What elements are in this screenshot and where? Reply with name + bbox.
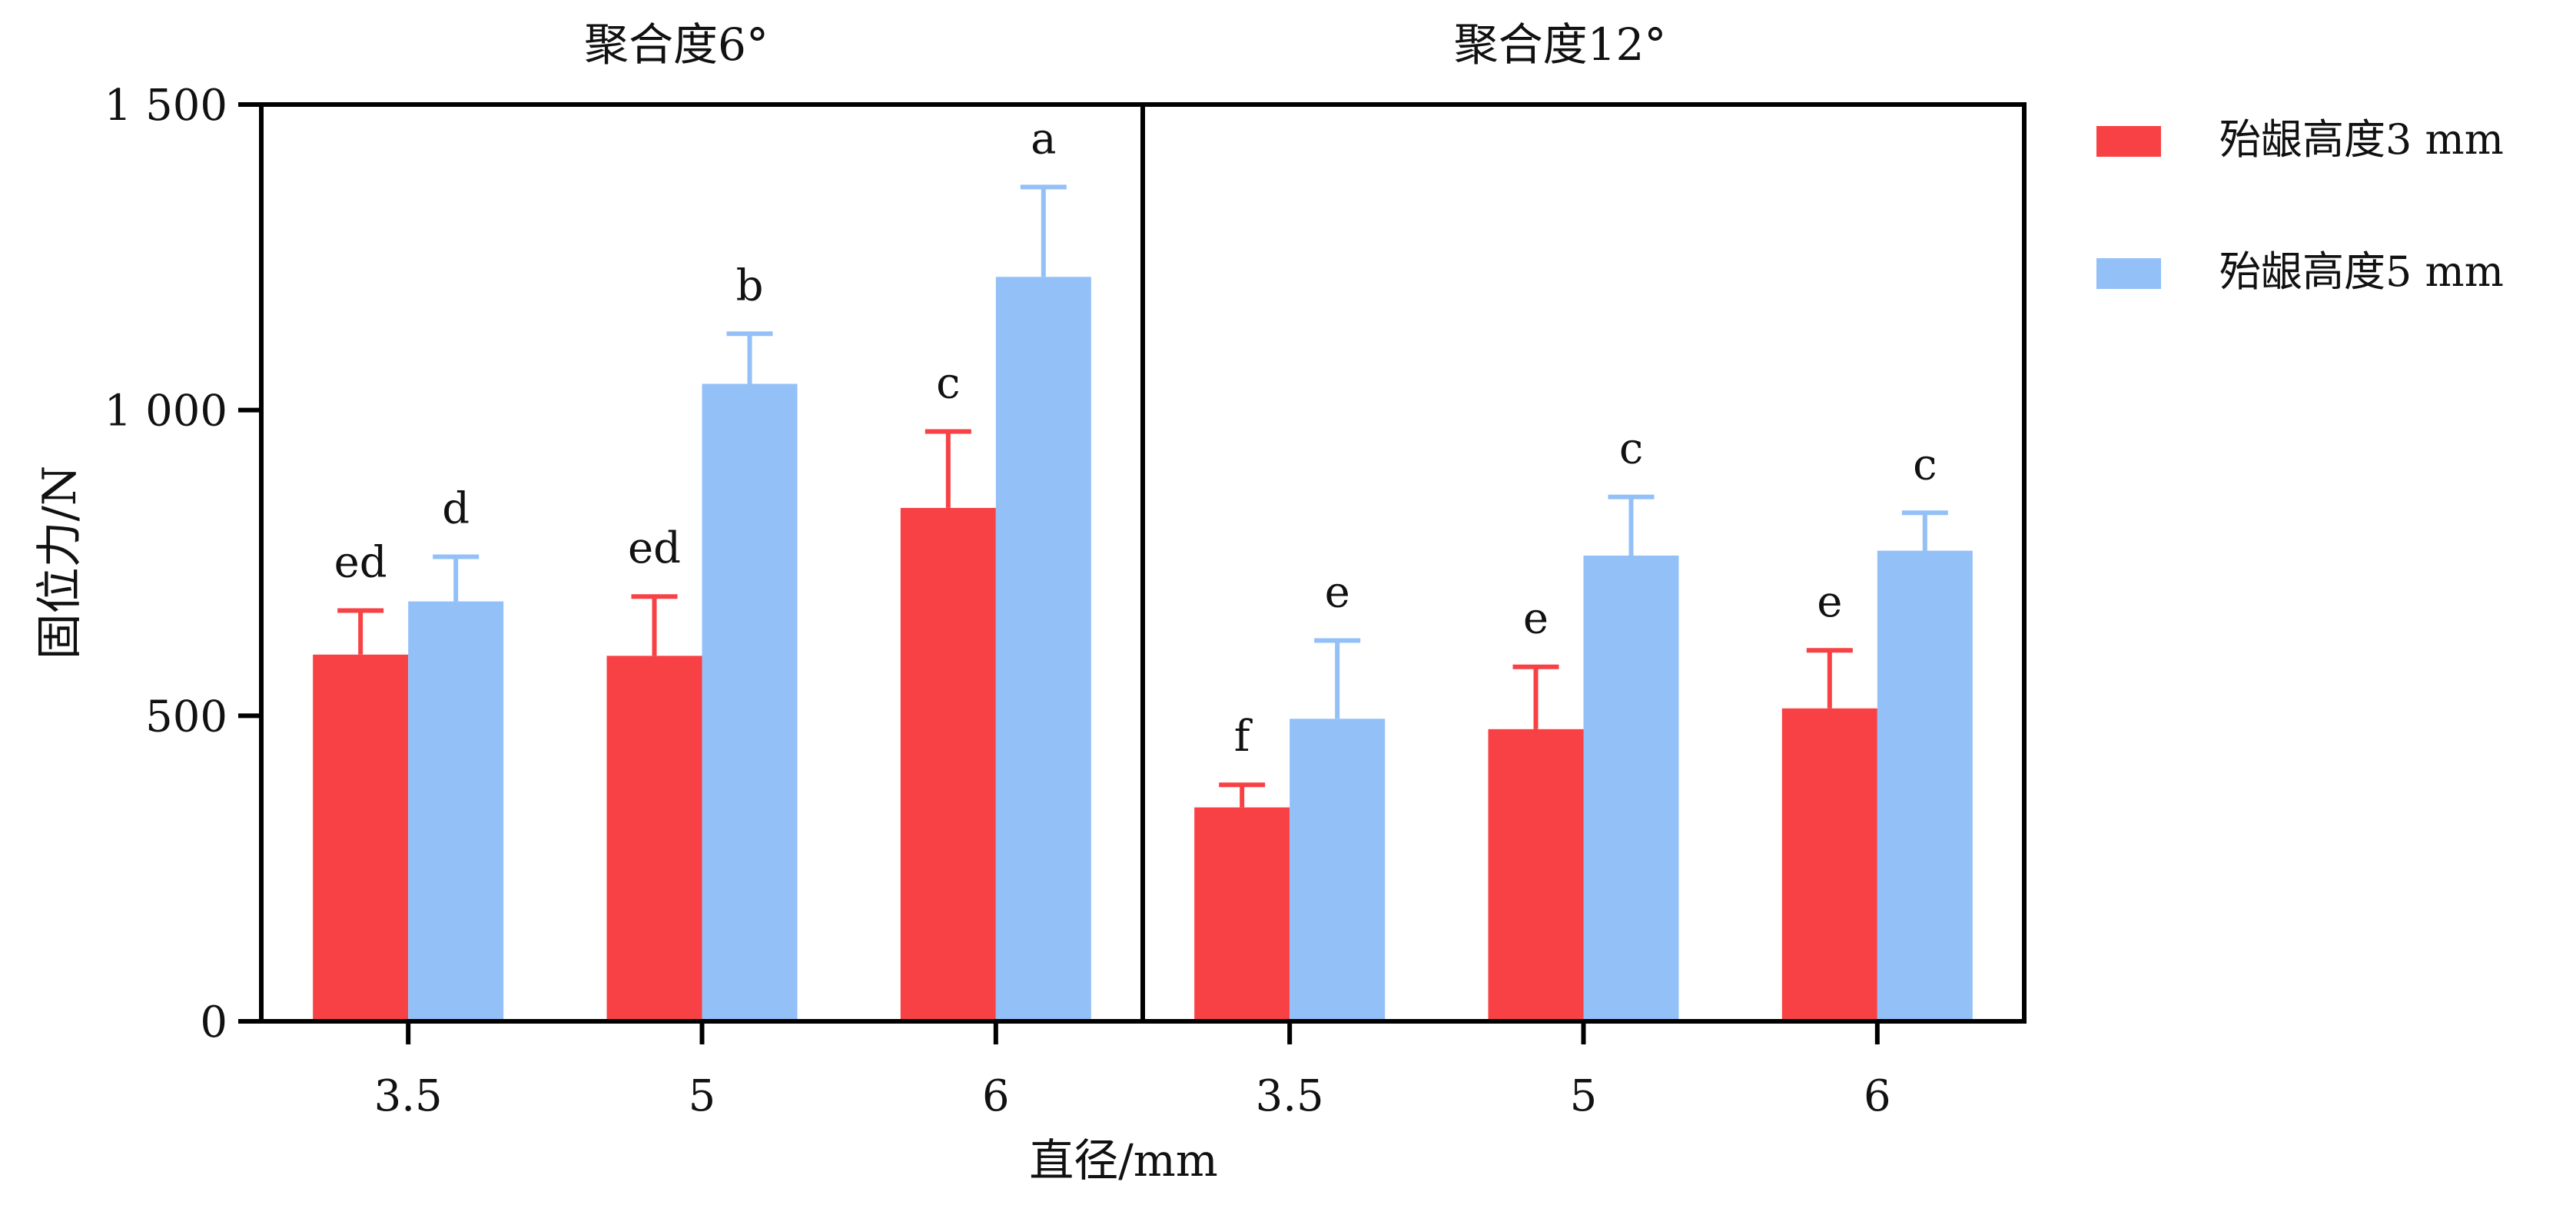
bar-p1-s2-2 [995,277,1091,1021]
x-tick-label-p2-1: 5 [1570,1071,1598,1121]
sig-label-p1-s1-2: c [936,359,960,409]
x-tick-label-p2-0: 3.5 [1256,1071,1324,1121]
bar-p2-s1-2 [1781,708,1877,1021]
legend: 殆龈高度3 mm 殆龈高度5 mm [2096,115,2504,296]
sig-label-p2-s1-0: f [1234,712,1253,762]
y-axis: 0 500 1 000 1 500 [105,81,261,1047]
bar-p2-s2-0 [1290,719,1386,1021]
sig-label-p1-s2-2: a [1031,114,1056,164]
bar-p2-s1-1 [1488,729,1584,1021]
sig-label-p1-s2-0: d [442,484,470,534]
x-axis: 3.5 5 6 3.5 5 6 [374,1021,1891,1121]
legend-label-1: 殆龈高度3 mm [2219,115,2504,164]
panel-titles: 聚合度6° 聚合度12° [584,18,1666,71]
significance-labels-layer: ed d ed b c a f e e c e c [334,114,1937,762]
x-tick-label-p2-2: 6 [1864,1071,1891,1121]
bar-p1-s2-0 [408,601,504,1021]
y-axis-label: 固位力/N [33,466,87,660]
panel-title-2: 聚合度12° [1454,18,1667,71]
y-tick-label-2: 1 000 [105,387,227,437]
sig-label-p1-s2-1: b [736,261,764,310]
sig-label-p2-s1-1: e [1523,594,1549,644]
bar-p2-s2-1 [1583,555,1679,1021]
sig-label-p1-s1-1: ed [628,523,681,573]
x-tick-label-p1-1: 5 [689,1071,716,1121]
x-tick-label-p1-2: 6 [982,1071,1010,1121]
legend-swatch-1 [2096,126,2161,157]
bars-layer [313,277,1973,1021]
legend-swatch-2 [2096,258,2161,289]
x-axis-label: 直径/mm [1029,1134,1218,1187]
y-tick-label-3: 1 500 [105,81,227,131]
sig-label-p2-s2-1: c [1619,424,1643,474]
bar-p2-s1-0 [1194,807,1290,1021]
plot-frame [259,102,2027,1024]
bar-p1-s1-2 [900,507,996,1021]
bar-p2-s2-2 [1877,550,1973,1021]
legend-label-2: 殆龈高度5 mm [2219,247,2504,296]
sig-label-p2-s2-0: e [1325,568,1350,618]
sig-label-p2-s2-2: c [1913,440,1937,490]
sig-label-p1-s1-0: ed [334,538,387,588]
bar-p1-s1-1 [606,656,702,1021]
y-tick-label-1: 500 [145,692,227,742]
x-tick-label-p1-0: 3.5 [374,1071,443,1121]
sig-label-p2-s1-2: e [1817,577,1842,627]
bar-p1-s2-1 [702,383,798,1021]
y-tick-label-0: 0 [200,998,227,1047]
panel-title-1: 聚合度6° [584,18,768,71]
bar-p1-s1-0 [313,654,409,1021]
error-bars-layer [337,184,1948,808]
